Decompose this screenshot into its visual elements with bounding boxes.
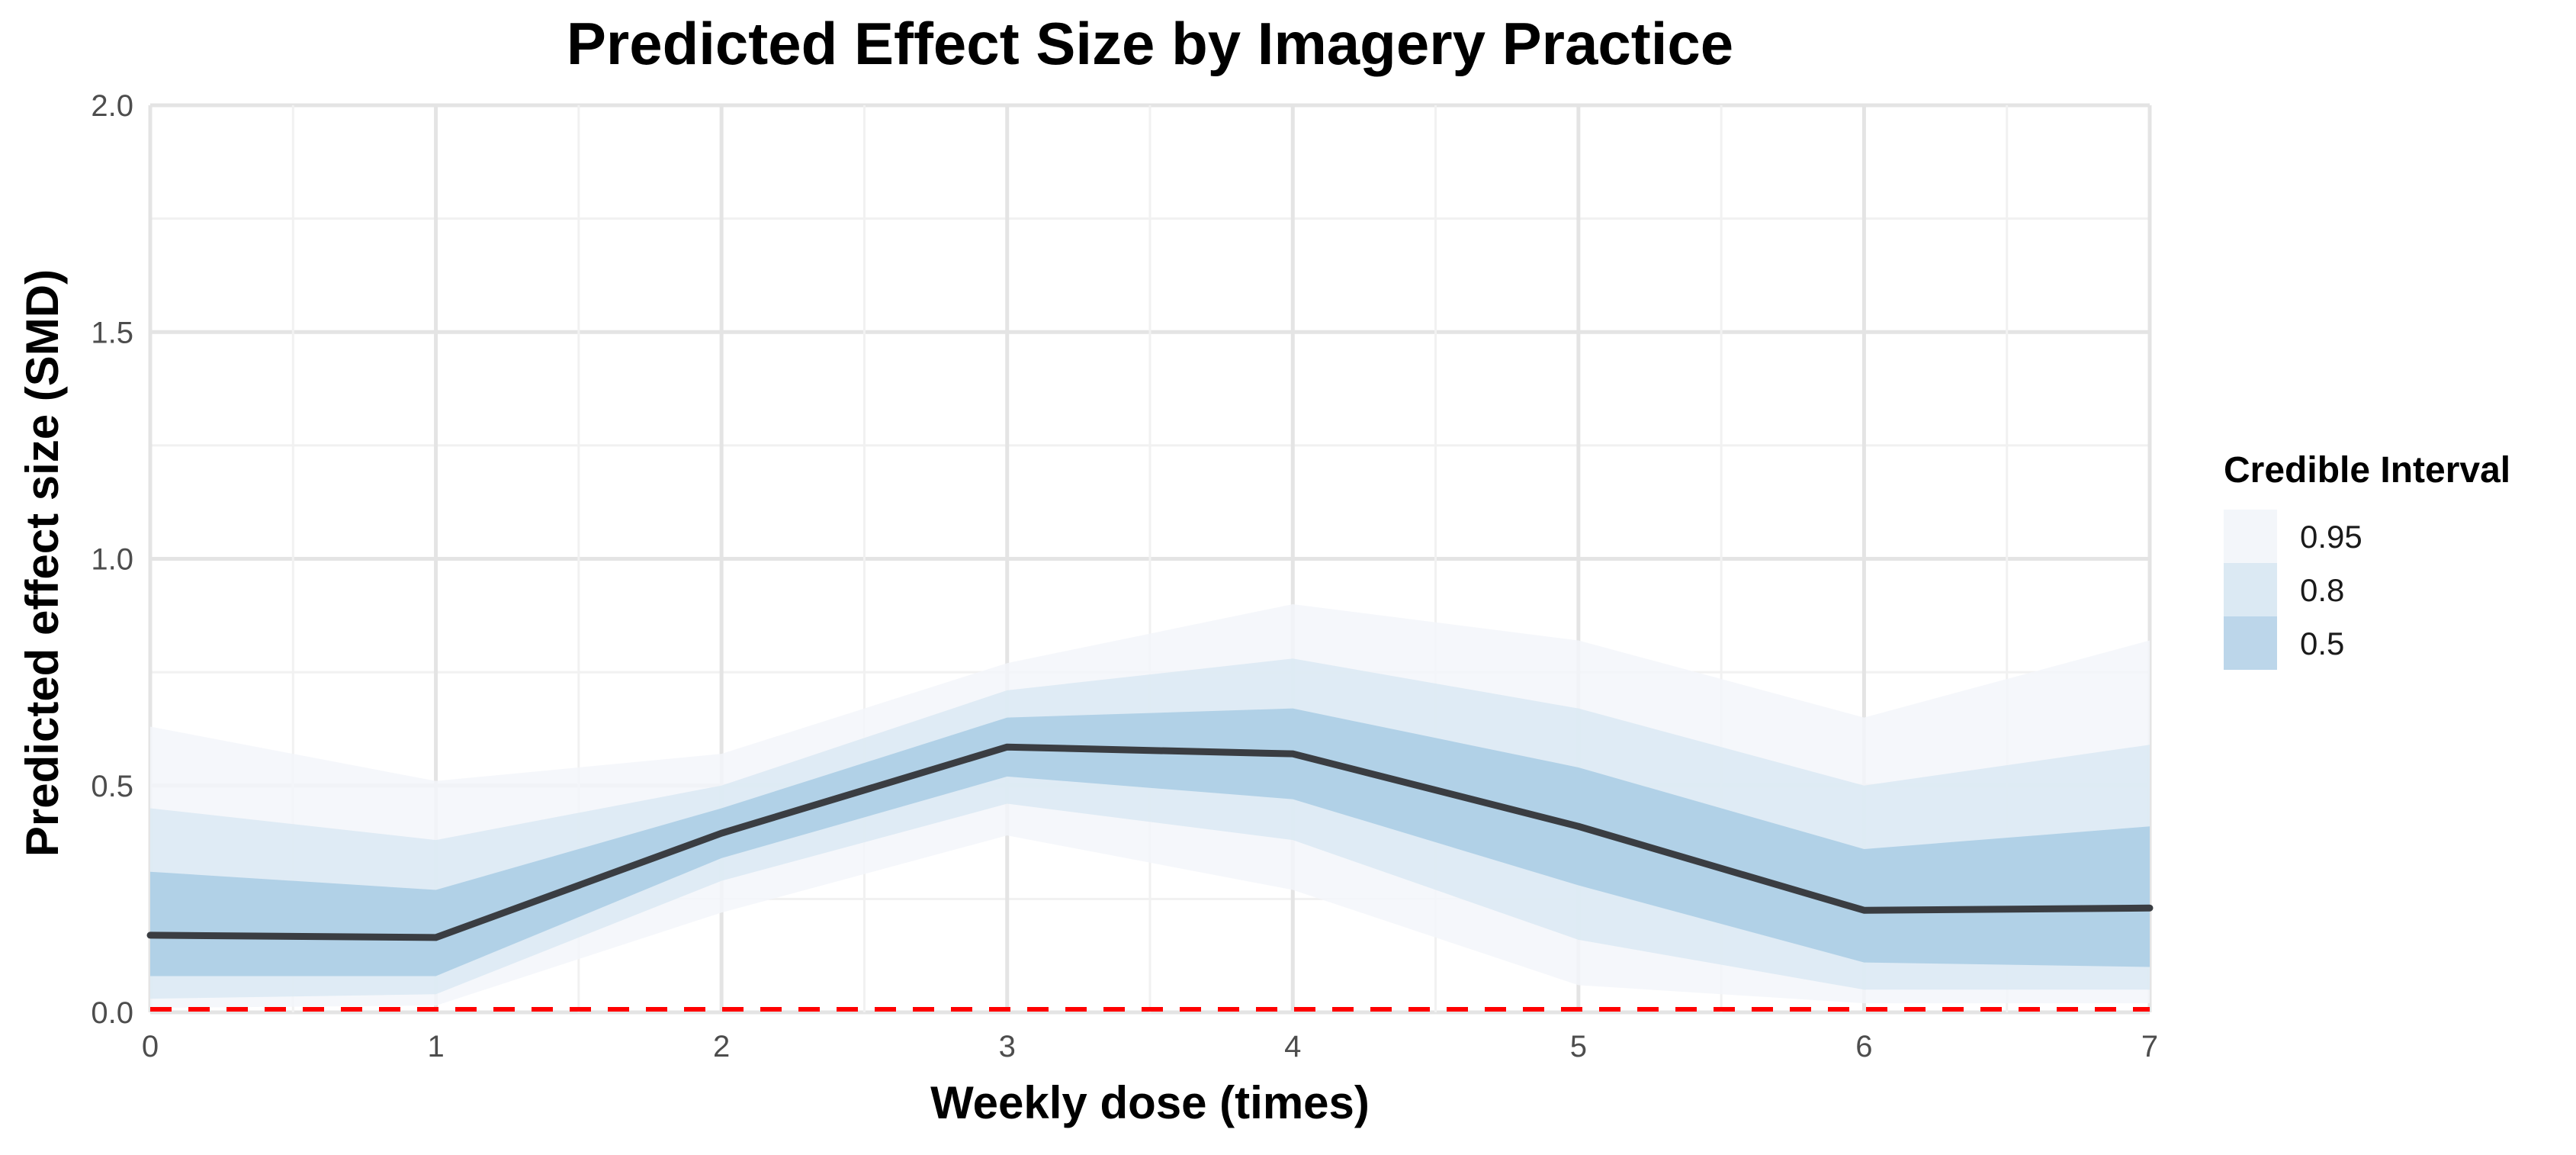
series-group xyxy=(146,743,2154,941)
y-tick-label: 1.5 xyxy=(91,316,133,349)
legend-swatch-0_8 xyxy=(2224,563,2277,616)
y-axis-title: Predicted effect size (SMD) xyxy=(17,269,68,857)
series-line xyxy=(146,743,2154,941)
legend-label-0_8: 0.8 xyxy=(2300,572,2344,608)
legend: Credible Interval 0.95 0.8 0.5 xyxy=(2224,450,2510,670)
band-0_5 xyxy=(150,708,2150,976)
y-axis-ticks: 0.0 0.5 1.0 1.5 2.0 xyxy=(91,89,133,1030)
x-tick-label: 4 xyxy=(1284,1030,1301,1063)
x-tick-label: 1 xyxy=(427,1030,444,1063)
legend-title: Credible Interval xyxy=(2224,450,2510,491)
y-tick-label: 2.0 xyxy=(91,89,133,123)
y-tick-label: 0.0 xyxy=(91,996,133,1030)
x-tick-label: 7 xyxy=(2141,1030,2158,1063)
x-tick-label: 3 xyxy=(999,1030,1016,1063)
x-axis-title: Weekly dose (times) xyxy=(930,1077,1370,1128)
legend-label-0_95: 0.95 xyxy=(2300,519,2362,555)
chart-title: Predicted Effect Size by Imagery Practic… xyxy=(567,10,1733,77)
x-tick-label: 2 xyxy=(713,1030,730,1063)
credible-bands xyxy=(150,603,2150,1009)
legend-swatch-0_5 xyxy=(2224,616,2277,670)
x-tick-label: 6 xyxy=(1855,1030,1872,1063)
band-0_8 xyxy=(150,658,2150,999)
y-tick-label: 0.5 xyxy=(91,770,133,803)
legend-label-0_5: 0.5 xyxy=(2300,626,2344,661)
x-tick-label: 5 xyxy=(1570,1030,1587,1063)
legend-swatch-0_95 xyxy=(2224,510,2277,563)
x-axis-ticks: 0 1 2 3 4 5 6 7 xyxy=(142,1030,2158,1063)
x-tick-label: 0 xyxy=(142,1030,159,1063)
y-tick-label: 1.0 xyxy=(91,543,133,577)
